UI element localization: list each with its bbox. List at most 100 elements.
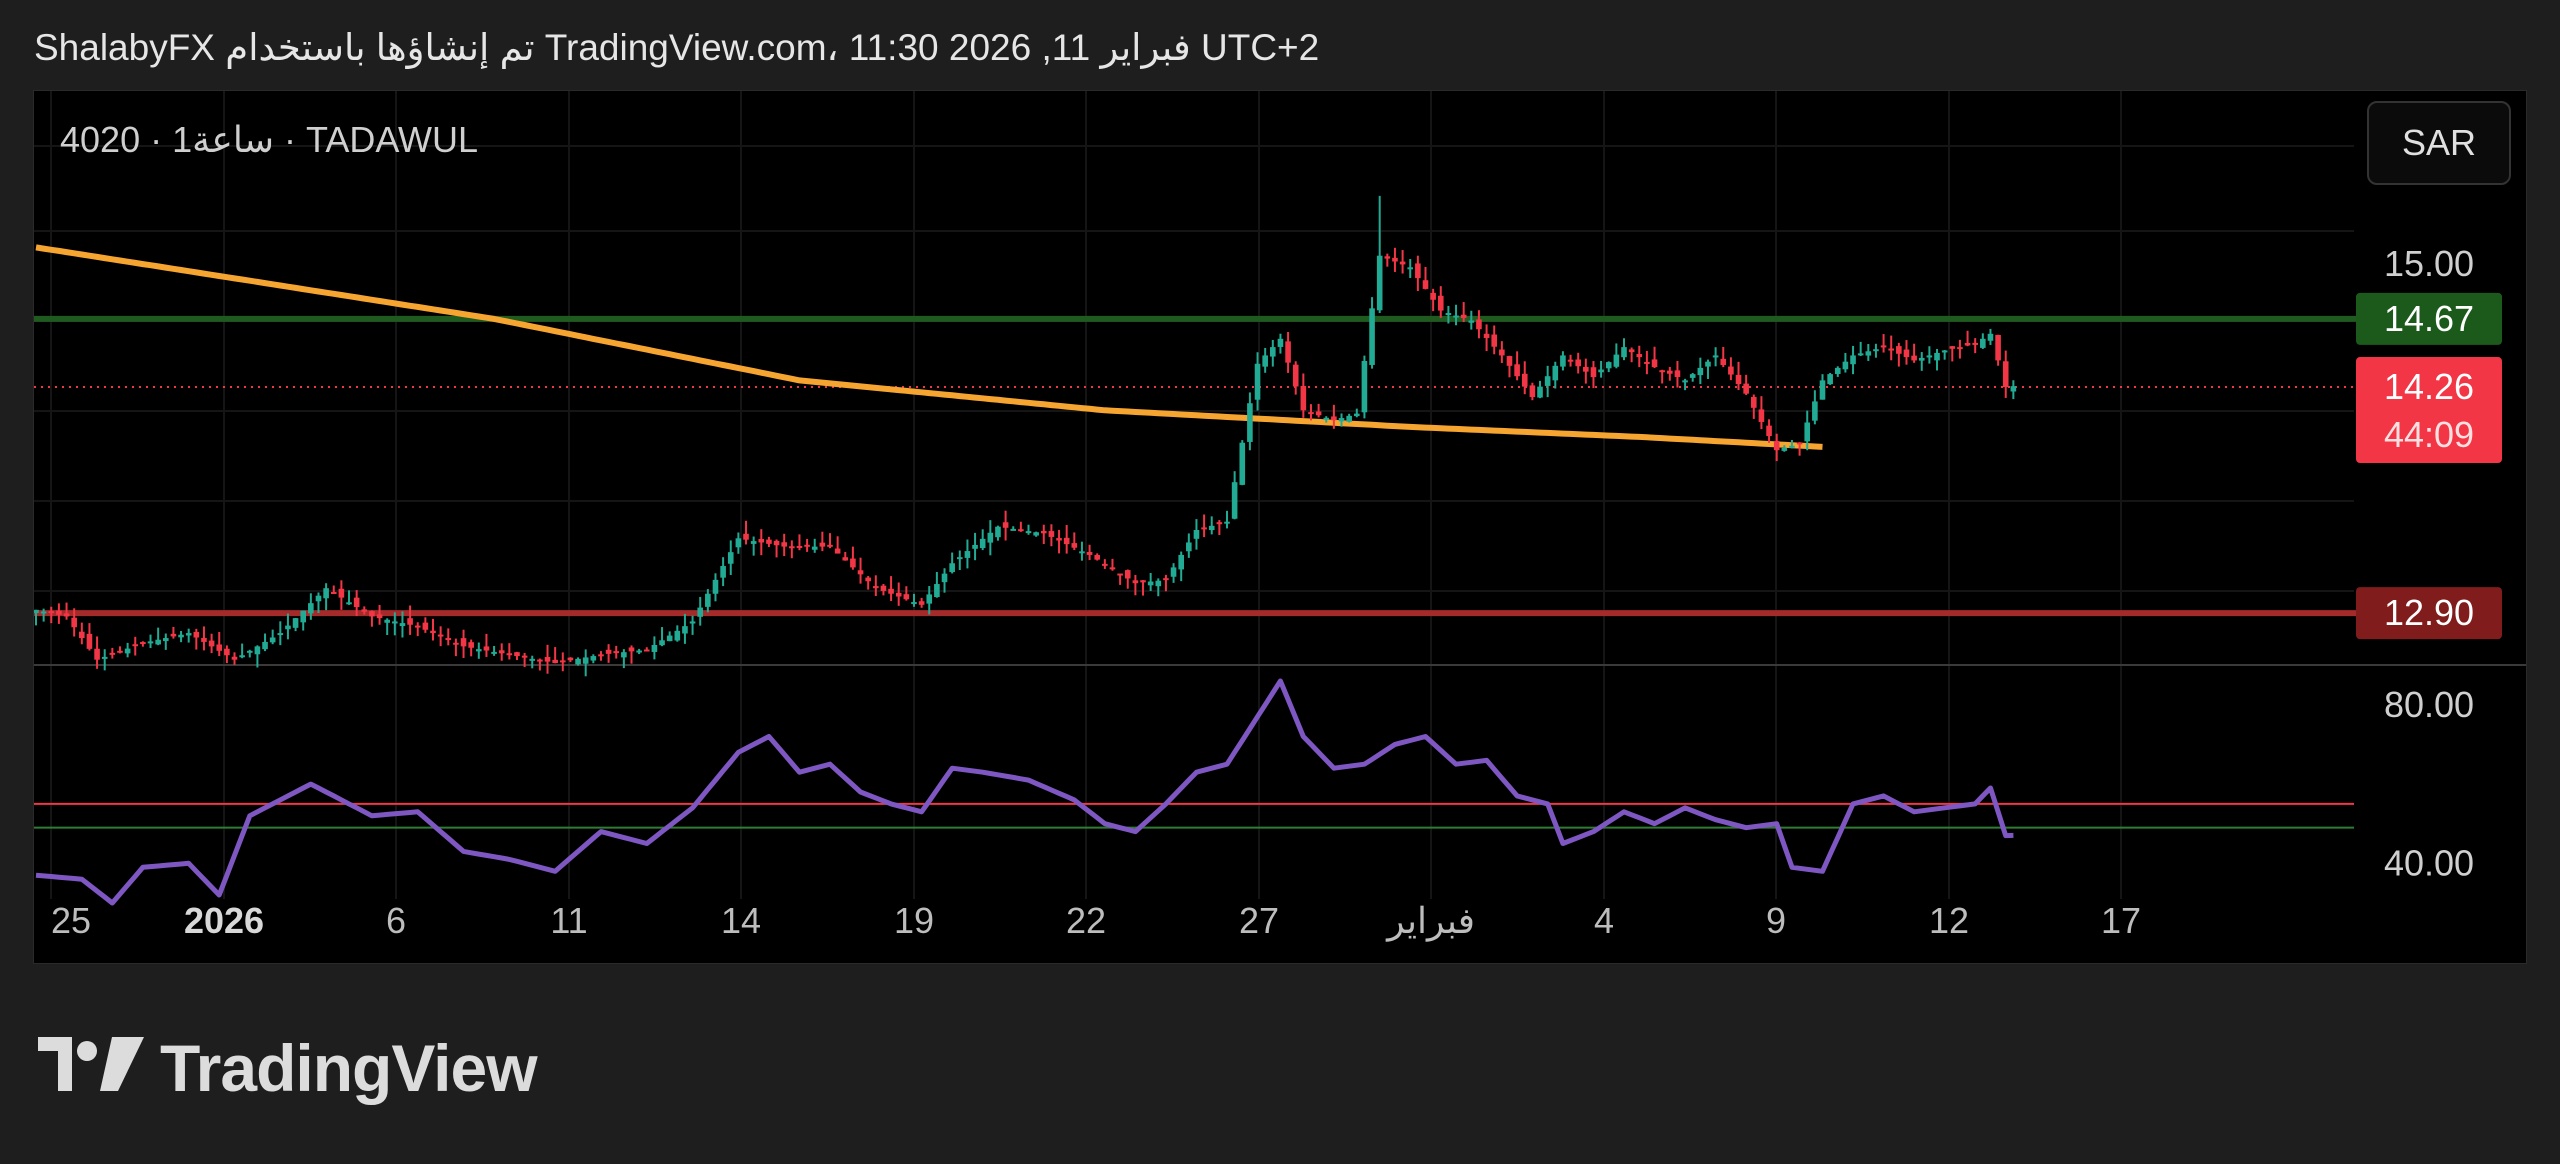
price-tick-text: 15.00 — [2384, 243, 2474, 284]
candle — [277, 621, 284, 646]
candle-body — [1949, 346, 1956, 349]
x-tick-label: 2026 — [184, 900, 264, 941]
candle — [1399, 250, 1406, 274]
candle — [1651, 346, 1658, 369]
candle — [895, 582, 902, 606]
candle — [216, 631, 223, 657]
candle-body — [643, 649, 650, 652]
candle — [1277, 333, 1284, 354]
candle-body — [1140, 580, 1146, 583]
candle-body — [575, 658, 581, 665]
x-tick-label: 11 — [550, 900, 587, 941]
candle-body — [834, 548, 841, 554]
candle — [1781, 445, 1788, 452]
candle — [1865, 344, 1872, 361]
candle — [651, 636, 658, 660]
symbol-legend[interactable]: 4020 · 1ساعة · TADAWUL — [60, 119, 479, 160]
candle-body — [1010, 528, 1017, 531]
candle — [254, 645, 261, 668]
candle — [476, 642, 482, 659]
candle-body — [1254, 363, 1261, 400]
candle-body — [1812, 401, 1818, 421]
candle-body — [964, 551, 971, 558]
candle — [353, 590, 360, 617]
candle — [71, 608, 77, 637]
candle-body — [720, 566, 726, 578]
candle-body — [1628, 349, 1635, 353]
candle — [1941, 350, 1948, 360]
x-tick-label: 27 — [1239, 900, 1279, 941]
candle — [1544, 365, 1551, 398]
candle — [140, 641, 146, 647]
tradingview-logo-icon — [38, 1037, 144, 1091]
candle — [842, 551, 849, 561]
candle — [1109, 558, 1116, 571]
candle — [86, 623, 93, 651]
candle — [781, 533, 787, 557]
candle-body — [1789, 445, 1795, 448]
candle — [1537, 380, 1543, 399]
candle — [1819, 374, 1826, 400]
candle-body — [132, 644, 139, 647]
candle — [659, 627, 665, 647]
candle-body — [559, 660, 566, 663]
candle-body — [1453, 315, 1459, 318]
candle — [1239, 440, 1246, 486]
candle-body — [1873, 349, 1879, 352]
candle — [1140, 580, 1146, 596]
candle — [1605, 361, 1612, 373]
candle-body — [1163, 578, 1169, 581]
candle — [124, 642, 131, 658]
candle — [567, 657, 574, 663]
chart-canvas[interactable]: 15.00 14.67 14.26 44:09 12.90 80.00 40.00 25 20… — [34, 91, 2527, 964]
candle — [758, 529, 765, 556]
candle-body — [1941, 350, 1948, 353]
candle-body — [40, 611, 47, 614]
rsi-tick-80: 80.00 — [2384, 684, 2474, 725]
candle-body — [277, 633, 284, 636]
candle-body — [384, 619, 390, 623]
candle-body — [1346, 415, 1352, 422]
candle-body — [1094, 554, 1101, 560]
candle — [1659, 369, 1665, 384]
candle — [964, 539, 971, 569]
candle-body — [170, 633, 177, 637]
candle-body — [979, 538, 986, 549]
candle — [697, 596, 704, 626]
candle-body — [1201, 527, 1207, 530]
candle-body — [346, 602, 352, 605]
candle — [369, 610, 375, 627]
candle — [1880, 334, 1887, 353]
candle-body — [1323, 417, 1330, 420]
candle-body — [1544, 376, 1551, 386]
candle-body — [1422, 280, 1429, 289]
candle-body — [498, 650, 505, 654]
candle — [682, 613, 688, 644]
chart-panel[interactable]: 15.00 14.67 14.26 44:09 12.90 80.00 40.00 25 20… — [33, 90, 2527, 964]
currency-button[interactable]: SAR — [2367, 101, 2511, 185]
resistance-label-bg — [2356, 292, 2502, 345]
candle — [1758, 396, 1765, 430]
candle — [422, 617, 429, 633]
candle-body — [491, 651, 497, 654]
candle-body — [850, 558, 856, 568]
candle — [1247, 392, 1253, 451]
x-tick-label: فبراير — [1385, 900, 1475, 942]
candle-body — [1804, 422, 1811, 442]
candle-body — [2002, 361, 2009, 388]
candle — [1071, 532, 1078, 551]
candle-body — [1002, 522, 1009, 528]
time-axis[interactable]: 25 2026 6 11 14 19 22 27 فبراير 4 9 12 17 — [51, 900, 2141, 942]
candle — [330, 585, 337, 594]
candle — [575, 657, 581, 666]
candle — [1094, 553, 1101, 561]
candle-body — [1109, 567, 1116, 570]
candle — [1697, 357, 1704, 385]
candle-body — [1575, 359, 1581, 367]
candle — [308, 593, 314, 620]
price-axis[interactable]: 15.00 14.67 14.26 44:09 12.90 80.00 40.00 — [2356, 243, 2502, 883]
candle-body — [1132, 580, 1139, 584]
candle-body — [476, 649, 482, 652]
candle-body — [1514, 364, 1520, 377]
candle — [338, 580, 345, 610]
